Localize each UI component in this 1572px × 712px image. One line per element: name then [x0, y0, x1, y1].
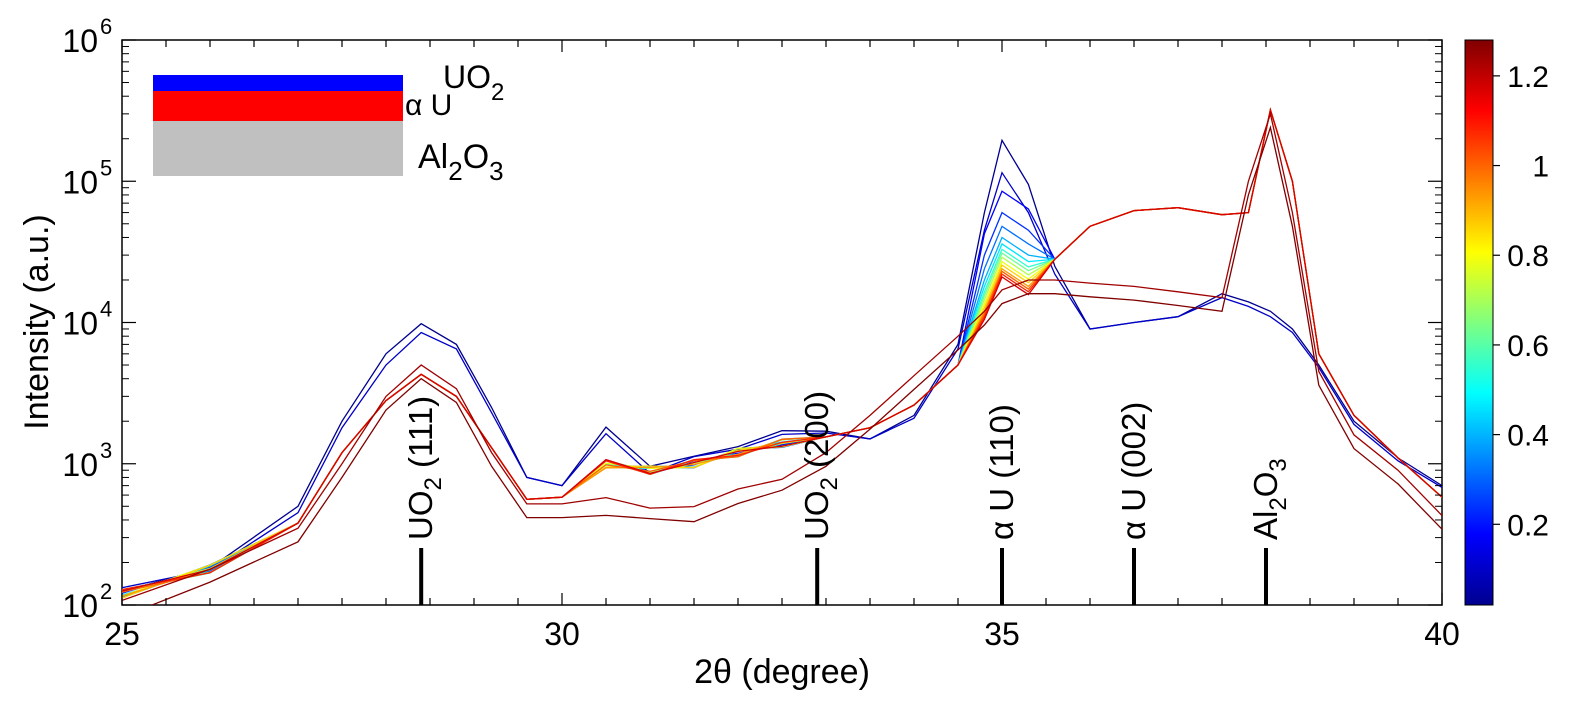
peak-marker-label: UO2 (200) [798, 391, 843, 540]
x-tick-label: 30 [544, 616, 580, 652]
svg-text:5: 5 [100, 155, 112, 180]
y-tick-label: 10 5 [62, 155, 112, 200]
svg-text:3: 3 [100, 438, 112, 463]
layer-label-al2o3: Al2O3 [418, 138, 504, 186]
colorbar-ticks: 0.2 0.4 0.6 0.8 1 1.2 [1493, 61, 1549, 542]
y-tick-label: 10 2 [62, 579, 112, 624]
series-line [122, 111, 1442, 602]
colorbar [1464, 39, 1494, 606]
peak-marker-label: α U (002) [1115, 402, 1152, 540]
series-group [122, 107, 1442, 605]
layer-label-alpha-u: α U [405, 89, 452, 122]
colorbar-tick-label: 1.2 [1507, 61, 1549, 94]
colorbar-tick-label: 0.6 [1507, 330, 1549, 363]
y-tick-label: 10 4 [62, 297, 112, 342]
peak-marker-label: α U (110) [983, 404, 1020, 540]
svg-text:10: 10 [62, 306, 98, 342]
svg-text:4: 4 [100, 297, 112, 322]
layer-alpha-u [153, 91, 403, 121]
series-line [150, 125, 1442, 605]
x-tick-label: 40 [1424, 616, 1460, 652]
x-tick-label: 25 [104, 616, 140, 652]
layer-label-uo2: UO2 [443, 59, 504, 106]
svg-text:10: 10 [62, 164, 98, 200]
layer-uo2 [153, 75, 403, 91]
x-axis-label: 2θ (degree) [694, 653, 870, 691]
colorbar-tick-label: 0.8 [1507, 240, 1549, 273]
y-tick-label: 10 3 [62, 438, 112, 483]
colorbar-tick-label: 0.4 [1507, 420, 1549, 453]
svg-text:2: 2 [100, 579, 112, 604]
svg-text:10: 10 [62, 447, 98, 483]
peak-markers: UO2 (111) UO2 (200) α U (110) α U (002) Al2O… [402, 391, 1292, 605]
peak-marker-label: UO2 (111) [402, 396, 447, 540]
colorbar-tick-label: 1 [1532, 151, 1549, 184]
peak-marker-label: Al2O3 [1247, 458, 1292, 540]
series-line [122, 171, 1442, 589]
svg-text:6: 6 [100, 14, 112, 39]
y-axis-label: Intensity (a.u.) [18, 214, 56, 429]
colorbar-tick-label: 0.2 [1507, 509, 1549, 542]
x-tick-label: 35 [984, 616, 1020, 652]
svg-text:10: 10 [62, 588, 98, 624]
svg-text:10: 10 [62, 23, 98, 59]
y-tick-label: 10 6 [62, 14, 112, 59]
layer-al2o3 [153, 121, 403, 176]
series-line [122, 138, 1442, 592]
